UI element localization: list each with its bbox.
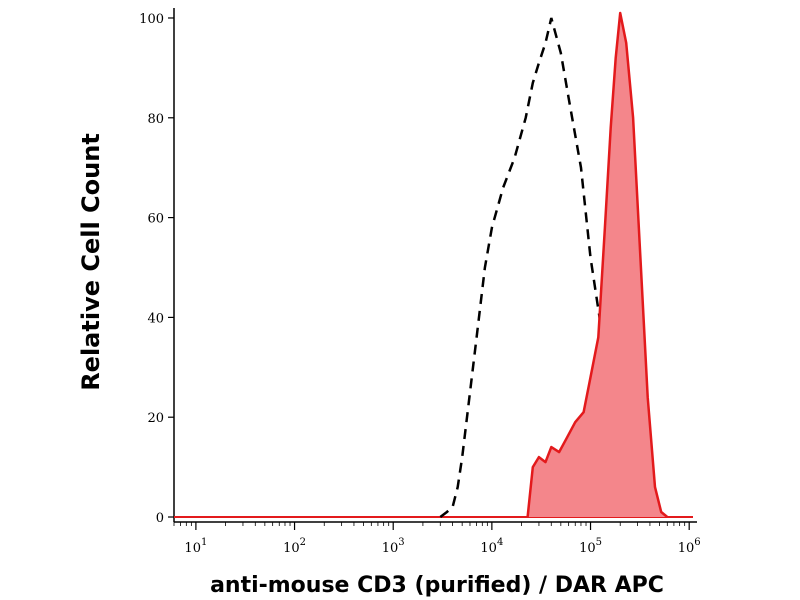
- x-ticks: 101 102 103 104 105 106: [173, 522, 701, 556]
- x-tick-base: 10: [678, 541, 695, 556]
- y-tick-label: 80: [147, 112, 164, 127]
- x-tick-exponent: 1: [201, 537, 207, 548]
- x-tick-base: 10: [184, 541, 201, 556]
- y-axis-title: Relative Cell Count: [77, 133, 105, 391]
- y-tick-label: 40: [147, 311, 164, 326]
- axes-frame: [173, 8, 697, 523]
- y-tick-label: 0: [156, 511, 164, 526]
- y-tick-label: 20: [147, 411, 164, 426]
- x-tick-label: 103: [382, 537, 405, 556]
- x-tick-exponent: 6: [694, 537, 700, 548]
- x-axis-title: anti-mouse CD3 (purified) / DAR APC: [210, 573, 664, 598]
- y-ticks: 0 20 40 60 80 100: [139, 12, 174, 526]
- x-tick-exponent: 4: [497, 537, 503, 548]
- x-tick-base: 10: [382, 541, 399, 556]
- x-tick-base: 10: [579, 541, 596, 556]
- stained-sample-line: [526, 11, 669, 518]
- y-tick-label: 100: [139, 12, 164, 27]
- series-layer: [174, 11, 693, 519]
- x-tick-base: 10: [283, 541, 300, 556]
- x-tick-label: 104: [480, 537, 503, 556]
- x-tick-label: 106: [678, 537, 701, 556]
- x-tick-exponent: 5: [596, 537, 602, 548]
- stained-sample-area: [527, 13, 668, 517]
- x-tick-label: 101: [184, 537, 207, 556]
- x-tick-base: 10: [480, 541, 497, 556]
- x-tick-exponent: 2: [300, 537, 306, 548]
- y-tick-label: 60: [147, 212, 164, 227]
- control-dashed-line: [439, 17, 622, 518]
- x-tick-exponent: 3: [398, 537, 404, 548]
- x-tick-label: 102: [283, 537, 306, 556]
- x-tick-label: 105: [579, 537, 602, 556]
